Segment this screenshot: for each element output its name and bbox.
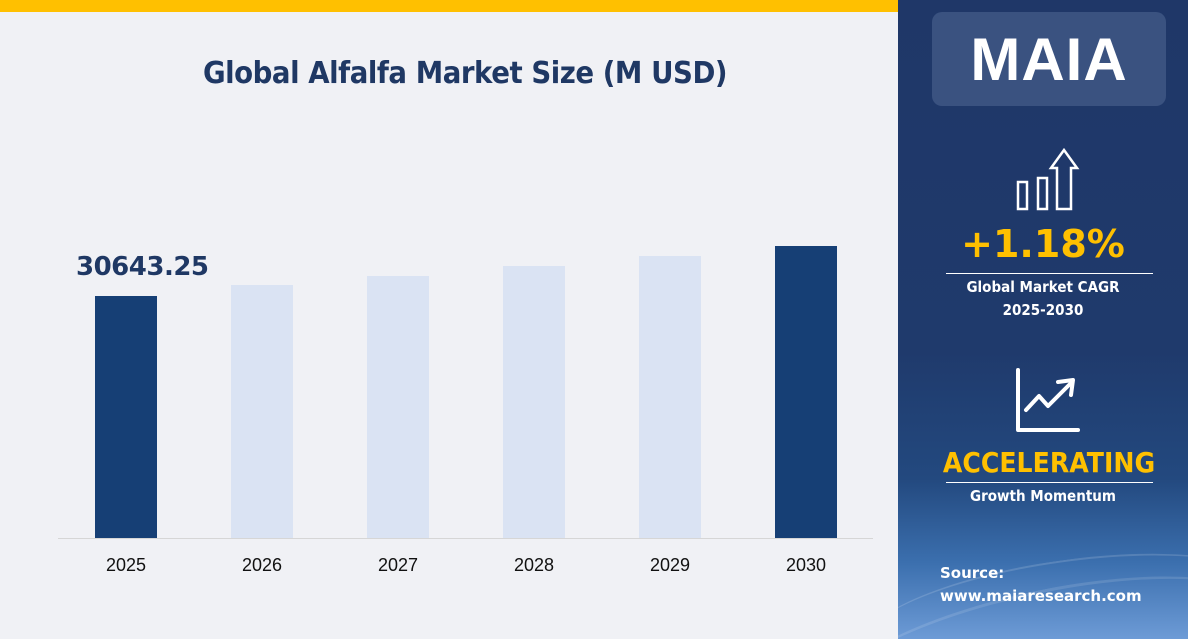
x-tick-2027: 2027 [377,555,419,575]
x-axis-line [58,538,873,539]
momentum-value: ACCELERATING [942,446,1156,479]
summary-panel: MAIA +1.18% Global Market CAGR 2025-2030… [898,0,1188,639]
bar-2030 [775,246,837,538]
bar-chart-up-arrow-icon [1016,147,1080,211]
logo-text: MAIA [970,25,1128,93]
momentum-label: Growth Momentum [970,487,1116,505]
accent-bar [0,0,898,12]
x-tick-2026: 2026 [241,555,283,575]
bar-2028 [503,266,565,538]
bar-2025 [95,296,157,538]
source-url[interactable]: www.maiaresearch.com [940,587,1142,605]
cagr-period: 2025-2030 [1002,301,1084,319]
bar-2027 [367,276,429,538]
chart-title: Global Alfalfa Market Size (M USD) [202,56,728,91]
x-tick-2028: 2028 [513,555,555,575]
chart-area: Global Alfalfa Market Size (M USD) 30643… [0,0,898,575]
data-label-2025: 30643.25 [76,252,209,282]
source-label: Source: [940,564,1005,582]
cagr-label: Global Market CAGR [966,278,1120,296]
x-tick-2025: 2025 [105,555,147,575]
logo-badge: MAIA [932,12,1166,106]
divider [946,482,1153,483]
cagr-value: +1.18% [961,222,1125,266]
x-tick-2030: 2030 [785,555,827,575]
bar-2026 [231,285,293,538]
bar-2029 [639,256,701,538]
x-tick-2029: 2029 [649,555,691,575]
divider [946,273,1153,274]
bar-plot: 30643.25 2025 2026 2027 2028 2029 2030 [58,246,873,575]
trend-line-chart-icon [1016,368,1080,432]
